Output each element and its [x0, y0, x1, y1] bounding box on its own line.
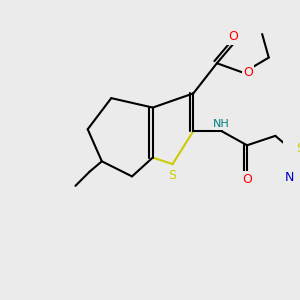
Text: NH: NH — [213, 118, 230, 129]
Text: S: S — [296, 142, 300, 154]
Text: S: S — [169, 169, 177, 182]
Text: O: O — [242, 173, 252, 186]
Text: N: N — [284, 171, 294, 184]
Text: O: O — [243, 66, 253, 79]
Text: O: O — [228, 30, 238, 43]
